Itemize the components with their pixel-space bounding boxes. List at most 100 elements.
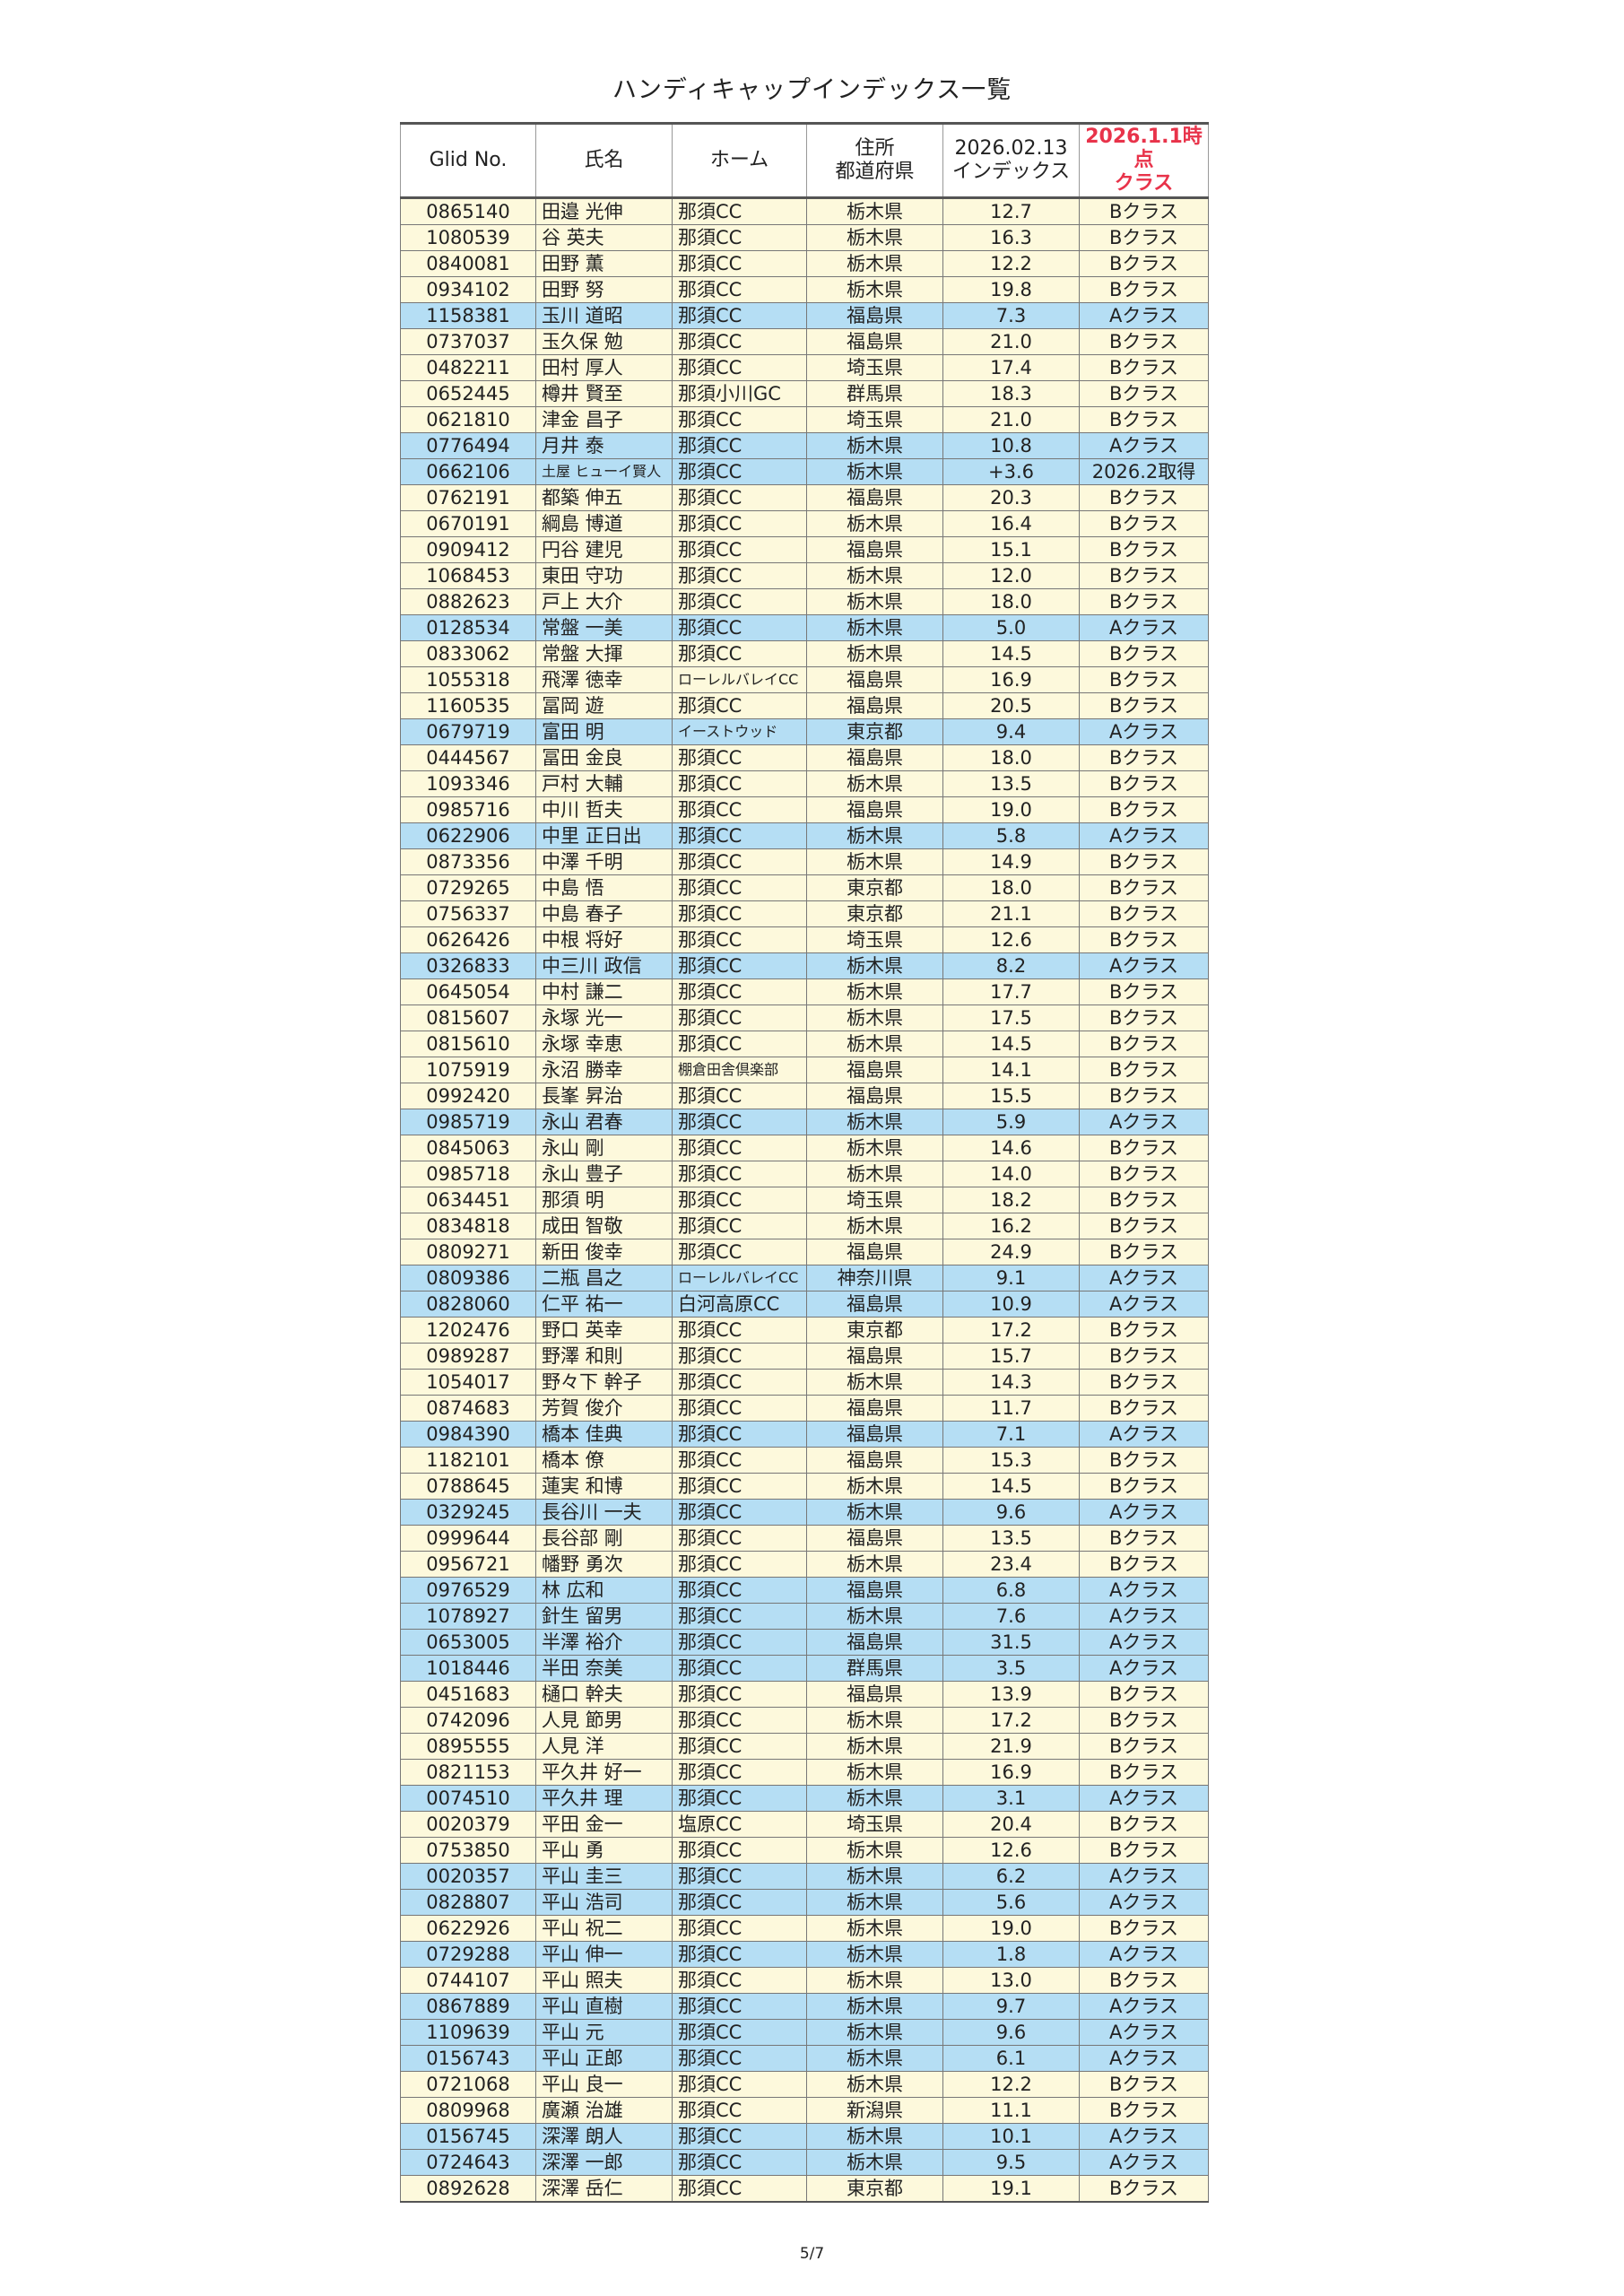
player-name: 成田 智敬 <box>535 1213 673 1239</box>
glid-no: 1055318 <box>400 666 536 693</box>
home-club: 那須CC <box>672 432 807 459</box>
handicap-index: 24.9 <box>942 1239 1080 1265</box>
home-club: 那須CC <box>672 1447 807 1474</box>
player-name: 新田 俊幸 <box>535 1239 673 1265</box>
glid-no: 0895555 <box>400 1733 536 1760</box>
home-club: 那須CC <box>672 1863 807 1890</box>
table-row: 0444567 冨田 金良 那須CC 福島県 18.0 Bクラス <box>400 744 1209 771</box>
class: Bクラス <box>1079 2097 1209 2124</box>
glid-no: 0934102 <box>400 276 536 303</box>
handicap-index: 6.2 <box>942 1863 1080 1890</box>
glid-no: 0984390 <box>400 1421 536 1448</box>
player-name: 戸村 大輔 <box>535 770 673 797</box>
table-row: 0744107 平山 照夫 那須CC 栃木県 13.0 Bクラス <box>400 1967 1209 1994</box>
home-club: 那須CC <box>672 2149 807 2176</box>
home-club: 那須CC <box>672 1395 807 1422</box>
handicap-index: 14.9 <box>942 848 1080 875</box>
home-club: 那須CC <box>672 224 807 251</box>
player-name: 中三川 政信 <box>535 952 673 979</box>
player-name: 平山 正郎 <box>535 2045 673 2072</box>
table-row: 0652445 樽井 賢至 那須小川GC 群馬県 18.3 Bクラス <box>400 380 1209 407</box>
prefecture: 栃木県 <box>806 1993 943 2020</box>
prefecture: 栃木県 <box>806 1863 943 1890</box>
table-row: 1018446 半田 奈美 那須CC 群馬県 3.5 Aクラス <box>400 1655 1209 1682</box>
player-name: 平山 伸一 <box>535 1941 673 1968</box>
player-name: 土屋 ヒューイ賢人 <box>535 458 673 485</box>
player-name: 林 広和 <box>535 1577 673 1604</box>
document-title: ハンディキャップインデックス一覧 <box>612 76 1012 104</box>
prefecture: 栃木県 <box>806 1135 943 1161</box>
class: Bクラス <box>1079 1473 1209 1500</box>
table-row: 0622906 中里 正日出 那須CC 栃木県 5.8 Aクラス <box>400 822 1209 849</box>
home-club: ローレルバレイCC <box>672 1265 807 1292</box>
home-club: 那須CC <box>672 2097 807 2124</box>
home-club: 那須CC <box>672 1967 807 1994</box>
table-row: 1054017 野々下 幹子 那須CC 栃木県 14.3 Bクラス <box>400 1369 1209 1396</box>
home-club: 那須CC <box>672 1161 807 1187</box>
player-name: 平山 照夫 <box>535 1967 673 1994</box>
class: Aクラス <box>1079 614 1209 641</box>
home-club: 那須CC <box>672 1031 807 1057</box>
home-club: イーストウッド <box>672 718 807 745</box>
prefecture: 栃木県 <box>806 1369 943 1396</box>
handicap-index: 9.6 <box>942 2019 1080 2046</box>
home-club: 那須CC <box>672 1733 807 1760</box>
table-row: 0721068 平山 良一 那須CC 栃木県 12.2 Bクラス <box>400 2071 1209 2098</box>
prefecture: 福島県 <box>806 536 943 563</box>
glid-no: 0645054 <box>400 978 536 1005</box>
table-row: 0834818 成田 智敬 那須CC 栃木県 16.2 Bクラス <box>400 1213 1209 1239</box>
prefecture: 栃木県 <box>806 952 943 979</box>
table-row: 0989287 野澤 和則 那須CC 福島県 15.7 Bクラス <box>400 1343 1209 1370</box>
table-row: 0482211 田村 厚人 那須CC 埼玉県 17.4 Bクラス <box>400 354 1209 381</box>
player-name: 人見 洋 <box>535 1733 673 1760</box>
table-row: 0809968 廣瀬 治雄 那須CC 新潟県 11.1 Bクラス <box>400 2097 1209 2124</box>
class: Bクラス <box>1079 510 1209 537</box>
home-club: 那須CC <box>672 1083 807 1109</box>
player-name: 仁平 祐一 <box>535 1291 673 1318</box>
player-name: 平田 金一 <box>535 1811 673 1838</box>
home-club: 那須CC <box>672 874 807 901</box>
player-name: 樽井 賢至 <box>535 380 673 407</box>
class: Bクラス <box>1079 978 1209 1005</box>
prefecture: 栃木県 <box>806 640 943 667</box>
home-club: 那須CC <box>672 1135 807 1161</box>
class: Bクラス <box>1079 1135 1209 1161</box>
prefecture: 栃木県 <box>806 2019 943 2046</box>
table-row: 0729288 平山 伸一 那須CC 栃木県 1.8 Aクラス <box>400 1941 1209 1968</box>
prefecture: 群馬県 <box>806 380 943 407</box>
handicap-index: 5.9 <box>942 1109 1080 1135</box>
player-name: 樋口 幹夫 <box>535 1681 673 1708</box>
table-body: 0865140 田邉 光伸 那須CC 栃木県 12.7 Bクラス 1080539 谷 英夫 那須… <box>400 197 1209 2203</box>
class: Bクラス <box>1079 1057 1209 1083</box>
glid-no: 1158381 <box>400 302 536 329</box>
prefecture: 栃木県 <box>806 250 943 277</box>
home-club: 那須CC <box>672 952 807 979</box>
home-club: 那須CC <box>672 562 807 589</box>
class: Bクラス <box>1079 1525 1209 1552</box>
home-club: 那須CC <box>672 1239 807 1265</box>
class: Aクラス <box>1079 2045 1209 2072</box>
table-row: 0756337 中島 春子 那須CC 東京都 21.1 Bクラス <box>400 900 1209 927</box>
glid-no: 0788645 <box>400 1473 536 1500</box>
prefecture: 東京都 <box>806 874 943 901</box>
handicap-index: 14.5 <box>942 640 1080 667</box>
class: Bクラス <box>1079 1733 1209 1760</box>
home-club: 那須CC <box>672 1577 807 1604</box>
home-club: 那須CC <box>672 770 807 797</box>
home-club: 那須CC <box>672 250 807 277</box>
table-row: 0833062 常盤 大揮 那須CC 栃木県 14.5 Bクラス <box>400 640 1209 667</box>
handicap-index: 1.8 <box>942 1941 1080 1968</box>
column-header: Glid No. <box>400 122 536 199</box>
player-name: 月井 泰 <box>535 432 673 459</box>
table-row: 0809386 二瓶 昌之 ローレルバレイCC 神奈川県 9.1 Aクラス <box>400 1265 1209 1292</box>
class: Bクラス <box>1079 796 1209 823</box>
handicap-index: 31.5 <box>942 1629 1080 1656</box>
glid-no: 0776494 <box>400 432 536 459</box>
glid-no: 0156745 <box>400 2123 536 2150</box>
handicap-index: 9.7 <box>942 1993 1080 2020</box>
handicap-index: 14.0 <box>942 1161 1080 1187</box>
home-club: 那須CC <box>672 1187 807 1213</box>
handicap-index: 13.5 <box>942 1525 1080 1552</box>
glid-no: 0652445 <box>400 380 536 407</box>
player-name: 人見 節男 <box>535 1707 673 1734</box>
